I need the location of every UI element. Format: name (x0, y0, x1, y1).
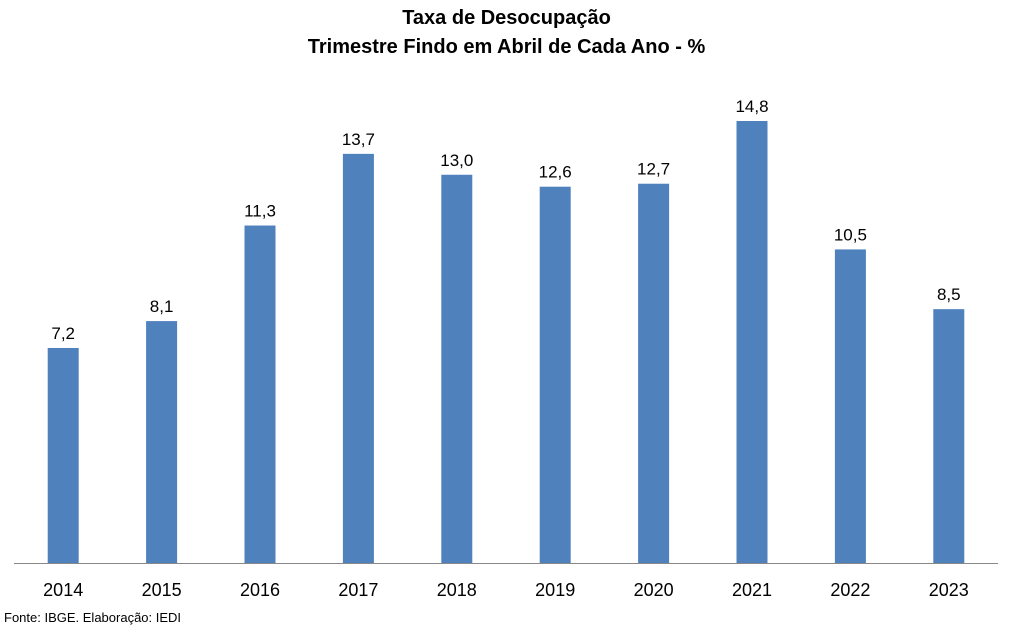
bar-2023 (933, 309, 965, 563)
bar-2022 (834, 249, 866, 563)
x-tick-label-2023: 2023 (929, 580, 969, 600)
data-label-2019: 12,6 (539, 163, 572, 182)
x-tick-label-2017: 2017 (338, 580, 378, 600)
x-tick-label-2016: 2016 (240, 580, 280, 600)
data-label-2018: 13,0 (440, 151, 473, 170)
bar-2021 (736, 121, 768, 563)
data-label-2015: 8,1 (150, 297, 174, 316)
bar-2018 (441, 174, 473, 563)
x-tick-label-2020: 2020 (634, 580, 674, 600)
data-label-2022: 10,5 (834, 225, 867, 244)
x-tick-label-2018: 2018 (437, 580, 477, 600)
x-tick-label-2021: 2021 (732, 580, 772, 600)
data-label-2021: 14,8 (735, 97, 768, 116)
chart-subtitle: Trimestre Findo em Abril de Cada Ano - % (307, 36, 706, 58)
bar-2019 (539, 186, 571, 563)
chart-title: Taxa de Desocupação (402, 7, 611, 29)
x-tick-label-2019: 2019 (535, 580, 575, 600)
x-tick-label-2014: 2014 (43, 580, 83, 600)
bar-2015 (146, 321, 178, 563)
source-note: Fonte: IBGE. Elaboração: IEDI (4, 610, 182, 625)
x-tick-label-2022: 2022 (830, 580, 870, 600)
data-label-2020: 12,7 (637, 160, 670, 179)
bar-2016 (244, 225, 276, 563)
bar-2014 (47, 347, 79, 563)
bar-2020 (638, 183, 670, 563)
x-tick-label-2015: 2015 (142, 580, 182, 600)
data-label-2017: 13,7 (342, 130, 375, 149)
data-label-2014: 7,2 (51, 324, 75, 343)
data-label-2016: 11,3 (244, 202, 276, 221)
data-label-2023: 8,5 (937, 285, 961, 304)
bar-2017 (342, 153, 374, 563)
